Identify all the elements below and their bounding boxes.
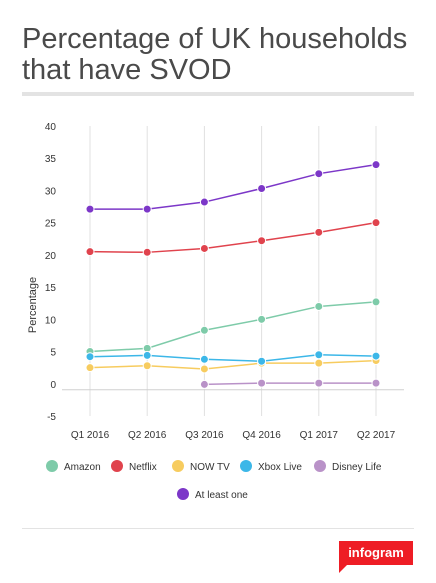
- data-point-at-least-one[interactable]: [257, 184, 267, 194]
- legend-item-disney-life[interactable]: Disney Life: [314, 460, 382, 473]
- legend-label: Xbox Live: [258, 462, 302, 473]
- data-point-at-least-one[interactable]: [199, 197, 209, 207]
- data-point-disney-life[interactable]: [314, 378, 324, 388]
- y-tick-label: 5: [50, 348, 56, 359]
- series-line-netflix: [89, 221, 377, 254]
- data-point-disney-life[interactable]: [199, 379, 209, 389]
- data-point-amazon[interactable]: [314, 301, 324, 311]
- legend-item-netflix[interactable]: Netflix: [111, 460, 157, 473]
- chart-title: Percentage of UK households that have SV…: [22, 23, 408, 86]
- infogram-logo[interactable]: infogram: [339, 541, 413, 573]
- series-line-now-tv: [89, 359, 377, 370]
- data-point-amazon[interactable]: [371, 297, 381, 307]
- y-axis-label: Percentage: [27, 277, 39, 333]
- legend-swatch: [314, 460, 326, 472]
- legend-swatch: [172, 460, 184, 472]
- series-now-tv: [85, 356, 381, 374]
- series-disney-life: [199, 378, 381, 389]
- legend-label: At least one: [195, 490, 248, 501]
- legend-swatch: [46, 460, 58, 472]
- data-point-disney-life[interactable]: [371, 378, 381, 388]
- data-point-now-tv[interactable]: [199, 364, 209, 374]
- legend-swatch: [111, 460, 123, 472]
- line-chart: -5 0 5 10 15 20 25 30 35 40 Q1 2016 Q2 2016 Q3 2016…: [27, 122, 404, 501]
- series-lines: [85, 160, 381, 389]
- y-tick-label: 0: [50, 380, 56, 391]
- footer-divider: [22, 528, 414, 529]
- grid-lines: [62, 126, 404, 416]
- data-point-now-tv[interactable]: [85, 363, 95, 373]
- legend-item-amazon[interactable]: Amazon: [46, 460, 101, 473]
- x-tick-label: Q1 2016: [71, 430, 110, 441]
- data-point-netflix[interactable]: [314, 227, 324, 237]
- y-tick-label: 40: [45, 122, 57, 133]
- legend-item-now-tv[interactable]: NOW TV: [172, 460, 230, 473]
- y-axis-ticks: -5 0 5 10 15 20 25 30 35 40: [45, 122, 57, 423]
- y-tick-label: 10: [45, 315, 57, 326]
- series-line-xbox-live: [89, 354, 377, 362]
- y-tick-label: 15: [45, 283, 57, 294]
- data-point-xbox-live[interactable]: [371, 351, 381, 361]
- y-tick-label: 25: [45, 219, 57, 230]
- data-point-at-least-one[interactable]: [142, 204, 152, 214]
- legend: Amazon Netflix NOW TV Xbox Live Disney Life A…: [46, 460, 382, 501]
- data-point-now-tv[interactable]: [314, 358, 324, 368]
- x-tick-label: Q4 2016: [242, 430, 281, 441]
- series-line-disney-life: [204, 382, 376, 386]
- legend-swatch: [240, 460, 252, 472]
- data-point-at-least-one[interactable]: [314, 169, 324, 179]
- legend-label: Netflix: [129, 462, 157, 473]
- y-tick-label: 35: [45, 154, 57, 165]
- series-netflix: [85, 218, 381, 257]
- data-point-netflix[interactable]: [85, 247, 95, 257]
- series-line-at-least-one: [90, 163, 377, 210]
- y-tick-label: -5: [47, 412, 56, 423]
- data-point-xbox-live[interactable]: [257, 356, 267, 366]
- data-point-xbox-live[interactable]: [85, 352, 95, 362]
- data-point-amazon[interactable]: [257, 314, 267, 324]
- series-xbox-live: [85, 350, 381, 366]
- data-point-at-least-one[interactable]: [371, 160, 381, 170]
- data-point-at-least-one[interactable]: [85, 204, 95, 214]
- legend-label: Amazon: [64, 462, 101, 473]
- series-amazon: [85, 297, 381, 357]
- data-point-netflix[interactable]: [257, 236, 267, 246]
- x-tick-label: Q3 2016: [185, 430, 224, 441]
- data-point-netflix[interactable]: [371, 218, 381, 228]
- data-point-netflix[interactable]: [199, 243, 209, 253]
- data-point-disney-life[interactable]: [257, 378, 267, 388]
- series-at-least-one: [85, 160, 381, 214]
- series-line-amazon: [89, 301, 377, 353]
- data-point-xbox-live[interactable]: [314, 350, 324, 360]
- x-tick-label: Q2 2017: [357, 430, 396, 441]
- data-point-amazon[interactable]: [199, 325, 209, 335]
- x-tick-label: Q1 2017: [300, 430, 339, 441]
- y-tick-label: 20: [45, 251, 57, 262]
- x-axis-ticks: Q1 2016 Q2 2016 Q3 2016 Q4 2016 Q1 2017 Q2 20…: [71, 430, 396, 441]
- x-tick-label: Q2 2016: [128, 430, 167, 441]
- legend-item-xbox-live[interactable]: Xbox Live: [240, 460, 302, 473]
- legend-item-at-least-one[interactable]: At least one: [177, 488, 248, 501]
- data-point-netflix[interactable]: [142, 247, 152, 257]
- title-divider: [22, 92, 414, 96]
- data-point-now-tv[interactable]: [142, 361, 152, 371]
- data-point-xbox-live[interactable]: [199, 354, 209, 364]
- data-point-xbox-live[interactable]: [142, 350, 152, 360]
- y-tick-label: 30: [45, 186, 57, 197]
- legend-swatch: [177, 488, 189, 500]
- legend-label: NOW TV: [190, 462, 230, 473]
- legend-label: Disney Life: [332, 462, 382, 473]
